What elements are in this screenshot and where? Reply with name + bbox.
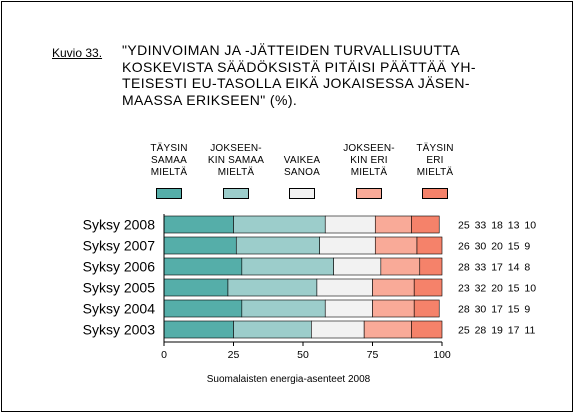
legend-label-line: KIN SAMAA (207, 155, 265, 166)
legend-label: JOKSEEN- KIN SAMAA MIELTÄ (201, 143, 271, 179)
bar-segment (233, 215, 326, 234)
category-label: Syksy 2006 (83, 259, 156, 275)
legend-label: JOKSEEN- KIN ERI MIELTÄ (334, 143, 404, 179)
figure-frame: Kuvio 33. "YDINVOIMAN JA -JÄTTEIDEN TURV… (1, 1, 573, 412)
bar-segment (163, 215, 234, 234)
bar-segment (411, 320, 443, 339)
category-label: Syksy 2004 (83, 301, 156, 317)
legend-swatch (422, 188, 448, 199)
legend-swatch (156, 188, 182, 199)
legend-label-line: MIELTÄ (150, 167, 188, 178)
row-value-labels: 28 30 17 15 9 (458, 304, 530, 316)
title-line-1: "YDINVOIMAN JA -JÄTTEIDEN TURVALLISUUTTA (122, 42, 461, 58)
source-note: Suomalaisten energia-asenteet 2008 (206, 374, 371, 385)
bar-segment (233, 320, 312, 339)
category-label: Syksy 2007 (83, 238, 156, 254)
bar-segment (163, 299, 243, 318)
bar-segment (316, 278, 373, 297)
bar-segment (363, 320, 412, 339)
bar-segment (163, 278, 229, 297)
bar-segment (163, 257, 243, 276)
row-value-labels: 26 30 20 15 9 (458, 241, 530, 253)
legend-label-line: ERI (426, 155, 444, 166)
legend-label: TÄYSIN SAMAA MIELTÄ (134, 143, 204, 179)
legend-swatch (223, 188, 249, 199)
legend-label-line: MIELTÄ (416, 167, 454, 178)
bar-segment (241, 257, 334, 276)
legend-item: TÄYSIN ERI MIELTÄ (400, 143, 470, 199)
title-line-4: MAASSA ERIKSEEN" (%). (122, 91, 298, 108)
legend-label: VAIKEA SANOA (267, 143, 337, 179)
category-label: Syksy 2008 (83, 217, 156, 233)
legend-item: TÄYSIN SAMAA MIELTÄ (134, 143, 204, 199)
bar-segment (235, 236, 320, 255)
bar-segment (372, 278, 415, 297)
x-tick-label: 50 (297, 349, 309, 361)
bar-segment (241, 299, 326, 318)
figure-label: Kuvio 33. (52, 46, 103, 60)
legend-swatch (289, 188, 315, 199)
bar-segment (163, 236, 237, 255)
bar-segment (419, 257, 443, 276)
legend-item: JOKSEEN- KIN SAMAA MIELTÄ (201, 143, 271, 199)
legend-swatch (356, 188, 382, 199)
bar-segment (324, 299, 373, 318)
bar-segment (413, 278, 443, 297)
row-value-labels: 25 28 19 17 11 (458, 325, 535, 337)
row-value-labels: 23 32 20 15 10 (458, 283, 536, 295)
bar-segment (416, 236, 443, 255)
bar-segment (319, 236, 376, 255)
bar-segment (411, 215, 440, 234)
figure-title: "YDINVOIMAN JA -JÄTTEIDEN TURVALLISUUTTA… (122, 42, 542, 108)
x-tick-label: 100 (433, 349, 451, 361)
legend-label-line: VAIKEA (283, 155, 321, 166)
bar-segment (372, 299, 415, 318)
row-value-labels: 28 33 17 14 8 (458, 262, 530, 274)
bar-segment (324, 215, 376, 234)
legend-label-line: KIN ERI (350, 155, 388, 166)
bar-segment (374, 215, 412, 234)
category-label: Syksy 2005 (83, 280, 156, 296)
legend-label-line: JOKSEEN- (343, 143, 395, 154)
legend-label-line: JOKSEEN- (210, 143, 262, 154)
legend-item: VAIKEA SANOA (267, 143, 337, 199)
bar-segment (311, 320, 365, 339)
category-label: Syksy 2003 (83, 322, 156, 338)
x-tick-label: 0 (161, 349, 167, 361)
bar-segment (374, 236, 418, 255)
legend-label-line: TÄYSIN (416, 143, 454, 154)
bar-segment (413, 299, 440, 318)
title-line-2: KOSKEVISTA SÄÄDÖKSISTÄ PITÄISI PÄÄTTÄÄ Y… (122, 58, 476, 75)
x-tick-label: 75 (367, 349, 379, 361)
bar-segment (227, 278, 318, 297)
legend-label: TÄYSIN ERI MIELTÄ (400, 143, 470, 179)
legend-item: JOKSEEN- KIN ERI MIELTÄ (334, 143, 404, 199)
bar-segment (163, 320, 234, 339)
legend-label-line: MIELTÄ (217, 167, 255, 178)
bar-segment (333, 257, 382, 276)
legend-label-line: SAMAA (150, 155, 187, 166)
x-tick-label: 25 (228, 349, 240, 361)
row-value-labels: 25 33 18 13 10 (458, 220, 536, 232)
legend-label-line: MIELTÄ (350, 167, 388, 178)
legend-label-line: TÄYSIN (150, 143, 188, 154)
title-line-3: TEISESTI EU-TASOLLA EIKÄ JOKAISESSA JÄSE… (122, 75, 470, 91)
bar-segment (380, 257, 421, 276)
legend-label-line: SANOA (283, 167, 320, 178)
